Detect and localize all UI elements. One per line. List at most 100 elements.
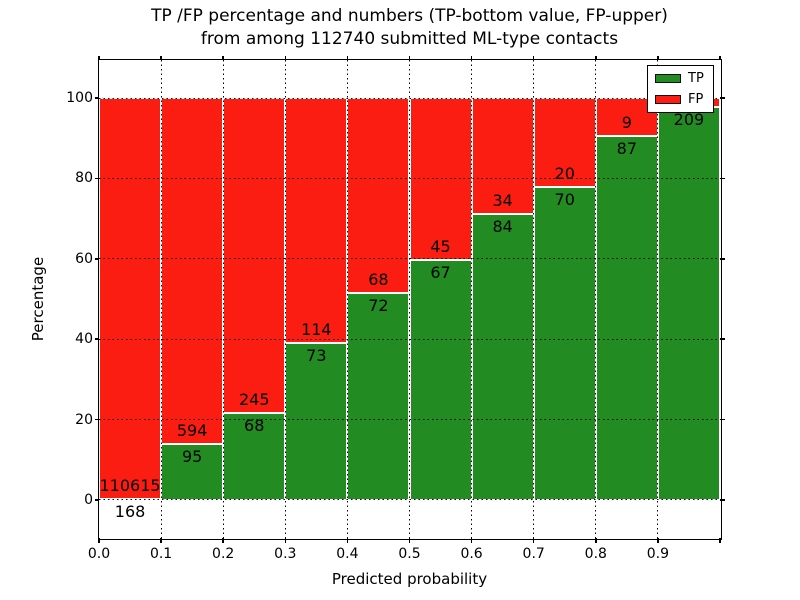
fp-count-label: 68 (368, 270, 389, 290)
vertical-gridline (284, 60, 286, 538)
tp-count-label: 209 (673, 110, 705, 130)
tp-count-label: 70 (554, 190, 575, 210)
y-tick-label: 100 (66, 90, 93, 107)
x-tick-label: 0.6 (460, 546, 483, 562)
vertical-gridline (471, 60, 473, 538)
x-tick-label: 0.4 (336, 546, 359, 562)
tp-count-label: 68 (244, 415, 265, 435)
legend-item: FP (655, 91, 713, 108)
x-tick-label: 0.9 (646, 546, 670, 562)
x-tick-label: 0.1 (149, 546, 173, 562)
y-tick-mark (94, 338, 99, 340)
x-tick-label: 0.0 (87, 546, 111, 562)
y-tick-mark-right (720, 177, 725, 180)
x-tick-mark (408, 538, 411, 543)
fp-count-label: 110615 (99, 476, 161, 496)
vertical-gridline (533, 60, 535, 538)
x-tick-label: 0.2 (212, 546, 235, 562)
x-tick-mark-top (470, 55, 473, 60)
bar-segment-fp (161, 98, 224, 445)
bar-segment-fp (223, 98, 286, 413)
x-tick-mark (222, 538, 224, 543)
vertical-gridline (160, 60, 162, 538)
y-tick-mark-right (720, 258, 725, 260)
horizontal-gridline (99, 499, 720, 501)
x-tick-mark (719, 538, 721, 543)
bar-segment-fp (99, 98, 162, 500)
x-tick-label: 0.8 (584, 546, 607, 562)
bar-segment-tp (409, 259, 472, 500)
legend-item: TP (655, 70, 713, 87)
horizontal-gridline (99, 338, 720, 340)
y-tick-mark (94, 97, 99, 99)
x-tick-mark (532, 538, 535, 543)
fp-count-label: 594 (176, 421, 208, 441)
bar-segment-tp (347, 293, 410, 500)
y-tick-mark (94, 177, 99, 180)
x-tick-mark-top (408, 55, 411, 60)
y-tick-mark-right (720, 338, 725, 340)
fp-count-label: 34 (492, 190, 513, 210)
x-tick-mark-top (719, 55, 721, 60)
bar-segment-tp (657, 107, 720, 500)
tp-count-label: 87 (616, 138, 638, 158)
bar-segment-tp (285, 343, 348, 500)
x-tick-mark (595, 538, 597, 543)
x-tick-label: 0.7 (522, 546, 545, 562)
legend: TP FP (647, 65, 714, 113)
x-tick-mark-top (160, 55, 162, 60)
fp-count-label: 245 (238, 389, 270, 409)
bar-segment-tp (471, 213, 534, 500)
vertical-gridline (595, 60, 597, 538)
fp-count-label: 45 (430, 236, 451, 256)
x-tick-mark-top (284, 55, 287, 60)
tp-count-label: 72 (368, 296, 389, 316)
horizontal-gridline (99, 177, 720, 179)
x-tick-mark-top (222, 55, 224, 60)
legend-item-label: FP (688, 92, 704, 107)
y-tick-mark-right (720, 97, 725, 99)
x-tick-label: 0.5 (398, 546, 421, 562)
tp-count-label: 95 (181, 447, 203, 467)
chart-title: TP /FP percentage and numbers (TP-bottom… (99, 5, 720, 51)
y-tick-label: 0 (84, 491, 93, 508)
tp-count-label: 67 (430, 262, 451, 282)
vertical-gridline (222, 60, 224, 538)
tp-count-label: 168 (114, 502, 146, 522)
y-tick-mark (94, 499, 99, 501)
x-tick-mark-top (98, 55, 100, 60)
y-tick-mark-right (720, 418, 725, 421)
tp-swatch-icon (655, 74, 681, 83)
y-tick-label: 40 (75, 331, 93, 348)
x-tick-mark-top (657, 55, 659, 60)
bar-segment-tp (161, 444, 224, 500)
x-tick-mark-top (346, 55, 349, 60)
bar-segment-tp (595, 135, 658, 500)
legend-item-label: TP (688, 71, 704, 86)
x-tick-mark (346, 538, 349, 543)
fp-count-label: 9 (621, 112, 632, 132)
bar-segment-fp (285, 98, 348, 344)
horizontal-gridline (99, 258, 720, 260)
chart-title-line2: from among 112740 submitted ML-type cont… (200, 29, 619, 49)
fp-count-label: 20 (554, 164, 575, 184)
bar-segment-tp (223, 412, 286, 500)
y-tick-label: 60 (75, 250, 93, 267)
horizontal-gridline (99, 419, 720, 420)
y-tick-label: 20 (75, 411, 93, 428)
y-tick-label: 80 (75, 170, 93, 187)
y-tick-mark-right (720, 499, 725, 501)
vertical-gridline (657, 60, 659, 538)
chart-title-line1: TP /FP percentage and numbers (TP-bottom… (151, 6, 668, 26)
tp-count-label: 84 (492, 216, 513, 236)
x-tick-mark (160, 538, 162, 543)
x-tick-mark (284, 538, 287, 543)
x-axis-label: Predicted probability (331, 570, 488, 588)
tp-count-label: 73 (306, 346, 327, 366)
y-tick-mark (94, 418, 99, 421)
